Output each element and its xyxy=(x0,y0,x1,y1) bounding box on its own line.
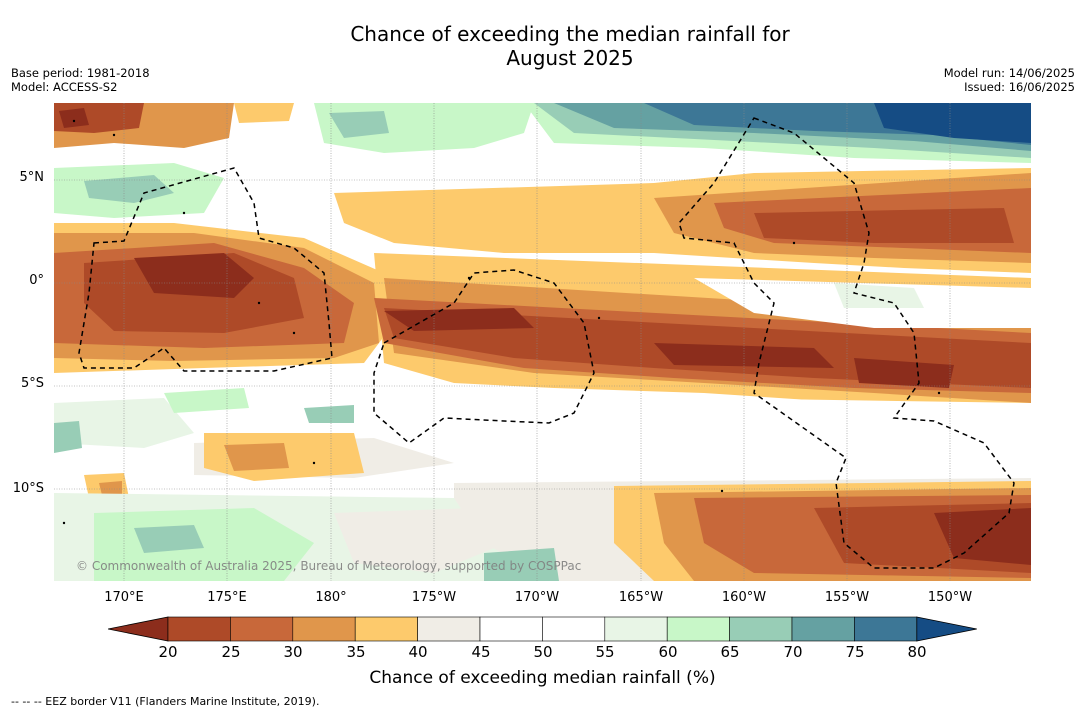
zone-s-small-orange xyxy=(99,481,122,495)
colorbar-tick-60: 60 xyxy=(658,643,678,661)
zone-n-tan1 xyxy=(234,103,294,123)
metadata-left: Base period: 1981-2018 Model: ACCESS-S2 xyxy=(11,66,150,94)
lon-label-165w: 165°W xyxy=(618,590,664,605)
colorbar-segment xyxy=(167,616,231,642)
model-run: Model run: 14/06/2025 xyxy=(943,66,1075,80)
colorbar-segment xyxy=(230,616,294,642)
zone-sw-teal2 xyxy=(304,405,354,423)
zone-eq-green-e xyxy=(834,283,924,308)
zone-nw-darkest xyxy=(59,108,89,128)
colorbar-segment xyxy=(666,616,730,642)
zone-ne-navy xyxy=(874,103,1031,143)
lon-label-175e: 175°E xyxy=(207,590,247,605)
zone-ssw-teal2 xyxy=(484,548,559,581)
lon-label-155w: 155°W xyxy=(824,590,870,605)
colorbar-arrow-low xyxy=(108,616,169,642)
issued-date: Issued: 16/06/2025 xyxy=(964,80,1075,94)
lat-label-10s: 10°S xyxy=(12,481,44,496)
zone-eq-dark-w xyxy=(134,253,254,298)
colorbar-tick-50: 50 xyxy=(533,643,553,661)
zone-ssw-teal xyxy=(134,525,204,553)
chart-title: Chance of exceeding the median rainfall … xyxy=(0,22,1085,70)
colorbar-segment xyxy=(604,616,668,642)
colorbar-segment xyxy=(729,616,793,642)
zone-w-teal xyxy=(84,175,174,203)
colorbar-segment xyxy=(354,616,418,642)
colorbar-arrow-high xyxy=(916,616,977,642)
metadata-right: Model run: 14/06/2025 Issued: 16/06/2025 xyxy=(944,66,1075,94)
colorbar-tick-45: 45 xyxy=(471,643,491,661)
colorbar-segment xyxy=(292,616,356,642)
zone-eq-dark-c2 xyxy=(384,308,534,331)
colorbar-tick-75: 75 xyxy=(845,643,865,661)
colorbar-title: Chance of exceeding median rainfall (%) xyxy=(369,668,716,688)
title-line-1: Chance of exceeding the median rainfall … xyxy=(350,22,790,46)
copyright-credit: © Commonwealth of Australia 2025, Bureau… xyxy=(76,559,582,573)
zone-ssw-grey xyxy=(334,508,494,573)
colorbar xyxy=(108,616,977,642)
colorbar-tick-30: 30 xyxy=(283,643,303,661)
lon-label-150w: 150°W xyxy=(927,590,973,605)
map-gridlines xyxy=(54,103,1031,581)
lat-label-5n: 5°N xyxy=(19,170,45,185)
model-name: Model: ACCESS-S2 xyxy=(11,80,118,94)
zone-sw-green2 xyxy=(164,388,249,413)
base-period: Base period: 1981-2018 xyxy=(11,66,150,80)
eez-footnote: -- -- -- EEZ border V11 (Flanders Marine… xyxy=(11,695,320,708)
island-dots xyxy=(62,119,941,525)
lon-label-180: 180° xyxy=(315,590,347,605)
map-canvas xyxy=(54,103,1031,581)
zone-sw-teal xyxy=(54,421,82,453)
rainfall-map[interactable] xyxy=(54,103,1031,581)
zone-n-teal1 xyxy=(329,111,389,138)
colorbar-tick-35: 35 xyxy=(346,643,366,661)
lon-label-170e: 170°E xyxy=(104,590,144,605)
colorbar-tick-40: 40 xyxy=(408,643,428,661)
zone-ssw-green2 xyxy=(94,508,314,581)
lat-label-5s: 5°S xyxy=(20,376,44,391)
colorbar-segment xyxy=(854,616,918,642)
colorbar-tick-70: 70 xyxy=(783,643,803,661)
lon-label-170w: 170°W xyxy=(514,590,560,605)
colorbar-tick-65: 65 xyxy=(720,643,740,661)
lon-label-175w: 175°W xyxy=(411,590,457,605)
lat-label-0: 0° xyxy=(29,273,44,288)
title-line-2: August 2025 xyxy=(506,46,634,70)
zone-eq-dark-c3 xyxy=(854,358,954,388)
colorbar-tick-25: 25 xyxy=(221,643,241,661)
colorbar-segment xyxy=(479,616,543,642)
colorbar-tick-55: 55 xyxy=(595,643,615,661)
colorbar-segment xyxy=(542,616,606,642)
eez-borders xyxy=(78,117,1015,569)
colorbar-tick-80: 80 xyxy=(907,643,927,661)
lon-label-160w: 160°W xyxy=(721,590,767,605)
zone-n-belt-brown xyxy=(754,208,1014,243)
colorbar-segment xyxy=(417,616,481,642)
colorbar-tick-20: 20 xyxy=(158,643,178,661)
zone-s-orange-w xyxy=(224,443,289,471)
colorbar-segment xyxy=(791,616,855,642)
